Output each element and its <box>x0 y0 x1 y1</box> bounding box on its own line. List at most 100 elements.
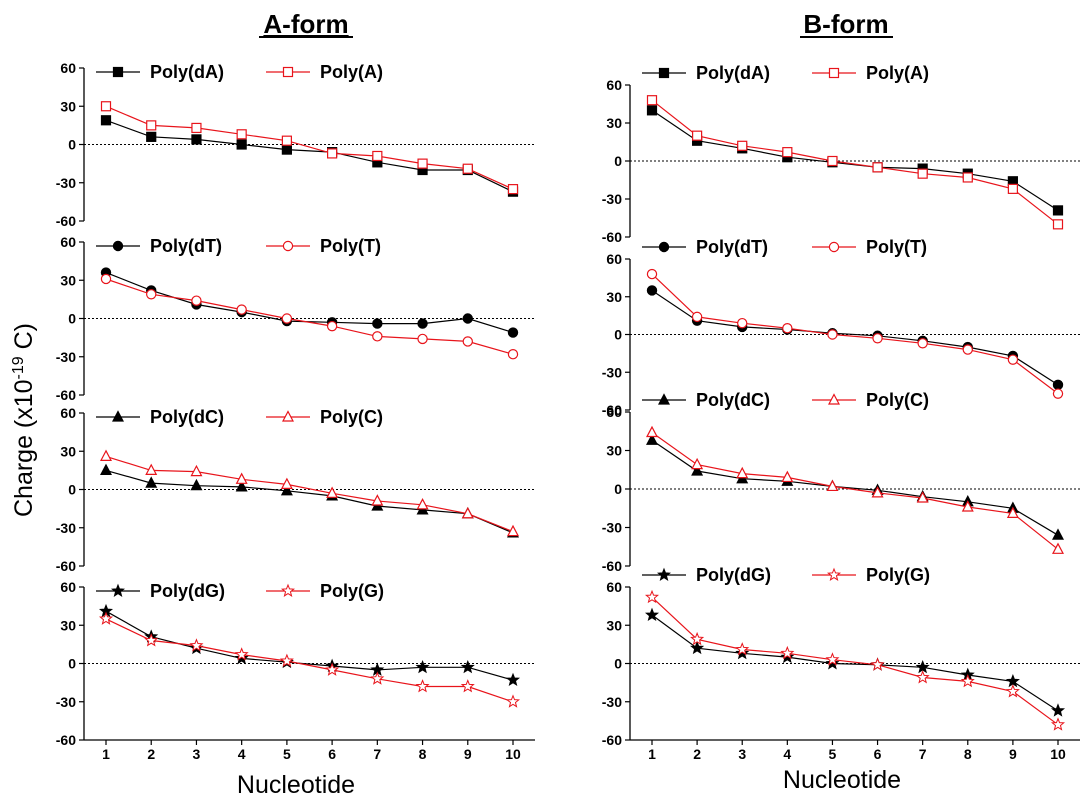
legend-label: Poly(dC) <box>696 390 770 410</box>
column-title-a-form: A-form <box>263 9 348 39</box>
series-polyda <box>100 115 519 197</box>
legend-label: Poly(C) <box>866 390 929 410</box>
data-point <box>280 477 293 489</box>
data-point <box>234 647 249 661</box>
data-point <box>505 672 521 687</box>
legend-marker <box>112 410 124 422</box>
legend-entry: Poly(dG) <box>96 581 225 601</box>
data-point <box>1005 673 1020 688</box>
data-point <box>281 135 292 146</box>
data-point <box>1052 219 1064 230</box>
data-point <box>1006 506 1019 518</box>
data-point <box>827 155 838 167</box>
y-tick-label: 60 <box>60 579 76 595</box>
x-axis-label-b-form: Nucleotide <box>783 766 901 794</box>
data-point <box>1050 717 1066 731</box>
data-point <box>690 631 705 646</box>
data-point <box>507 349 519 360</box>
legend-marker <box>828 67 840 79</box>
panel-b-form-row1: -60 -30 0 30 60 Poly(dA) Poly(A) <box>602 63 1080 245</box>
y-tick-label: 30 <box>606 617 622 633</box>
x-tick-label: 4 <box>238 746 246 762</box>
y-tick-label: 0 <box>614 481 622 497</box>
x-tick-label: 8 <box>419 746 427 762</box>
y-axis-label-tail: C) <box>10 323 38 356</box>
series-line <box>651 290 1059 386</box>
data-point <box>462 313 473 324</box>
y-tick-label: -60 <box>56 732 76 748</box>
data-point <box>462 163 473 174</box>
legend-marker <box>282 66 294 78</box>
data-point <box>691 464 704 476</box>
data-point <box>962 344 973 355</box>
data-point <box>781 470 794 483</box>
y-tick-label: 60 <box>60 60 76 76</box>
data-point <box>416 498 429 510</box>
data-point <box>870 657 885 671</box>
y-axis-label: Charge (x10-19 C) <box>10 323 38 517</box>
y-tick-label: 0 <box>68 656 76 672</box>
legend-marker <box>112 240 124 252</box>
data-point <box>372 331 383 342</box>
y-axis-label-main: Charge (x10 <box>10 379 38 517</box>
data-point <box>735 642 750 656</box>
x-tick-label: 10 <box>1050 746 1066 762</box>
series-polyc <box>646 425 1064 554</box>
x-tick-label: 9 <box>464 746 472 762</box>
legend-label: Poly(dA) <box>696 63 770 83</box>
y-tick-label: -60 <box>56 387 76 403</box>
y-tick-label: -30 <box>56 694 76 710</box>
data-point <box>281 313 293 324</box>
x-tick-label: 5 <box>283 746 291 762</box>
data-point <box>646 285 658 296</box>
data-point <box>415 679 430 693</box>
legend-label: Poly(T) <box>320 236 381 256</box>
y-tick-label: 30 <box>60 98 76 114</box>
series-line <box>105 278 514 355</box>
series-polyg <box>644 589 1066 731</box>
panel-b-form-row3: -60 -30 0 30 60 Poly(dC) Poly(C) <box>602 390 1080 574</box>
y-tick-label: -60 <box>56 558 76 574</box>
x-tick-label: 1 <box>648 746 656 762</box>
x-tick-label: 7 <box>919 746 927 762</box>
y-tick-label: -60 <box>602 402 622 418</box>
y-tick-label: -30 <box>56 175 76 191</box>
legend-entry: Poly(C) <box>266 407 383 427</box>
series-polya <box>646 95 1064 230</box>
data-point <box>692 130 703 141</box>
data-point <box>1005 684 1020 698</box>
legend-marker <box>658 393 670 405</box>
data-point <box>644 589 660 604</box>
panel-a-form-row1: -60 -30 0 30 60 Poly(dA) Poly(A) <box>56 60 535 229</box>
data-point <box>236 129 247 140</box>
data-point <box>235 480 248 492</box>
data-point <box>100 101 112 112</box>
column-title-b-form: B-form <box>803 9 888 39</box>
legend-entry: Poly(dC) <box>642 390 770 410</box>
series-polyg <box>98 611 521 708</box>
legend-marker <box>282 240 294 252</box>
x-tick-label: 1 <box>102 746 110 762</box>
data-point <box>646 95 658 106</box>
legend-label: Poly(T) <box>866 237 927 257</box>
data-point <box>326 320 338 332</box>
panel-a-form-row4: -60 -30 0 30 60 1 2 3 4 5 6 7 8 9 10 Poly(dG) Poly(G) <box>56 579 535 762</box>
legend-entry: Poly(dT) <box>642 237 768 257</box>
series-polya <box>100 101 519 195</box>
data-point <box>507 327 519 338</box>
data-point <box>961 500 974 512</box>
y-tick-label: -60 <box>602 732 622 748</box>
data-point <box>825 656 840 670</box>
y-tick-label: 0 <box>68 311 76 327</box>
series-line <box>105 618 514 703</box>
data-point <box>960 673 975 688</box>
series-line <box>651 432 1059 550</box>
data-point <box>507 184 519 195</box>
data-point <box>962 172 973 183</box>
data-point <box>236 139 247 150</box>
data-point <box>507 524 519 537</box>
y-tick-label: 30 <box>606 289 622 305</box>
y-tick-label: 0 <box>68 137 76 153</box>
data-point <box>691 457 704 470</box>
legend-entry: Poly(T) <box>266 236 381 256</box>
